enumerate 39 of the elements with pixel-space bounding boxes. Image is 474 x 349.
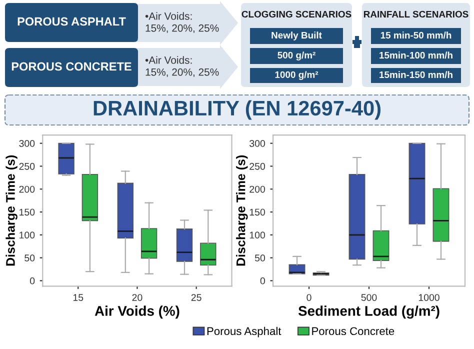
y-tick-label: 100	[20, 232, 35, 239]
x-tick-label: 1000	[418, 294, 440, 301]
y-tick-label: 150	[250, 208, 266, 216]
y-axis-title: Discharge Time (s)	[6, 155, 18, 266]
y-tick-label: 150	[20, 208, 35, 216]
y-tick-label: 300	[250, 140, 266, 147]
y-tick-label: 200	[19, 186, 35, 193]
y-tick-label: 250	[19, 162, 35, 170]
x-tick-label: 0	[306, 294, 312, 301]
text: POROUS CONCRETE	[12, 62, 132, 71]
text: •Air Voids: 15%, 20%, 25%	[145, 56, 219, 78]
text: 15 min-50 mm/h	[380, 32, 452, 39]
y-tick-label: 0	[260, 277, 266, 284]
x-axis-title: Sediment Load (g/m²)	[298, 306, 440, 319]
x-tick-label: 15	[73, 294, 84, 301]
x-tick-label: 20	[132, 294, 142, 301]
y-tick-label: 300	[19, 140, 35, 147]
y-tick-label: 250	[250, 162, 266, 170]
y-tick-label: 100	[250, 232, 266, 239]
text: CLOGGING SCENARIOS	[242, 10, 352, 18]
y-tick-label: 0	[30, 277, 35, 284]
text: 500 g/m²	[278, 52, 316, 60]
text: RAINFALL SCENARIOS	[364, 10, 468, 18]
y-tick-label: 50	[254, 254, 266, 262]
x-tick-label: 25	[191, 294, 202, 301]
text: 15min-100 mm/h	[380, 52, 452, 59]
legend-label: Porous Concrete	[312, 327, 394, 336]
y-tick-label: 200	[250, 186, 266, 193]
text: DRAINABILITY (EN 12697-40)	[94, 100, 380, 120]
text: 15min-150 mm/h	[380, 71, 452, 78]
y-tick-label: 50	[24, 254, 35, 262]
y-axis-title: Discharge Time (s)	[236, 155, 248, 266]
text: Newly Built	[272, 32, 322, 40]
x-axis-title: Air Voids (%)	[94, 306, 180, 319]
text: 1000 g/m²	[275, 71, 318, 80]
x-tick-label: 500	[361, 294, 377, 301]
legend-label: Porous Asphalt	[207, 326, 282, 338]
text: POROUS ASPHALT	[18, 17, 126, 26]
text: •Air Voids: 15%, 20%, 25%	[145, 12, 219, 34]
